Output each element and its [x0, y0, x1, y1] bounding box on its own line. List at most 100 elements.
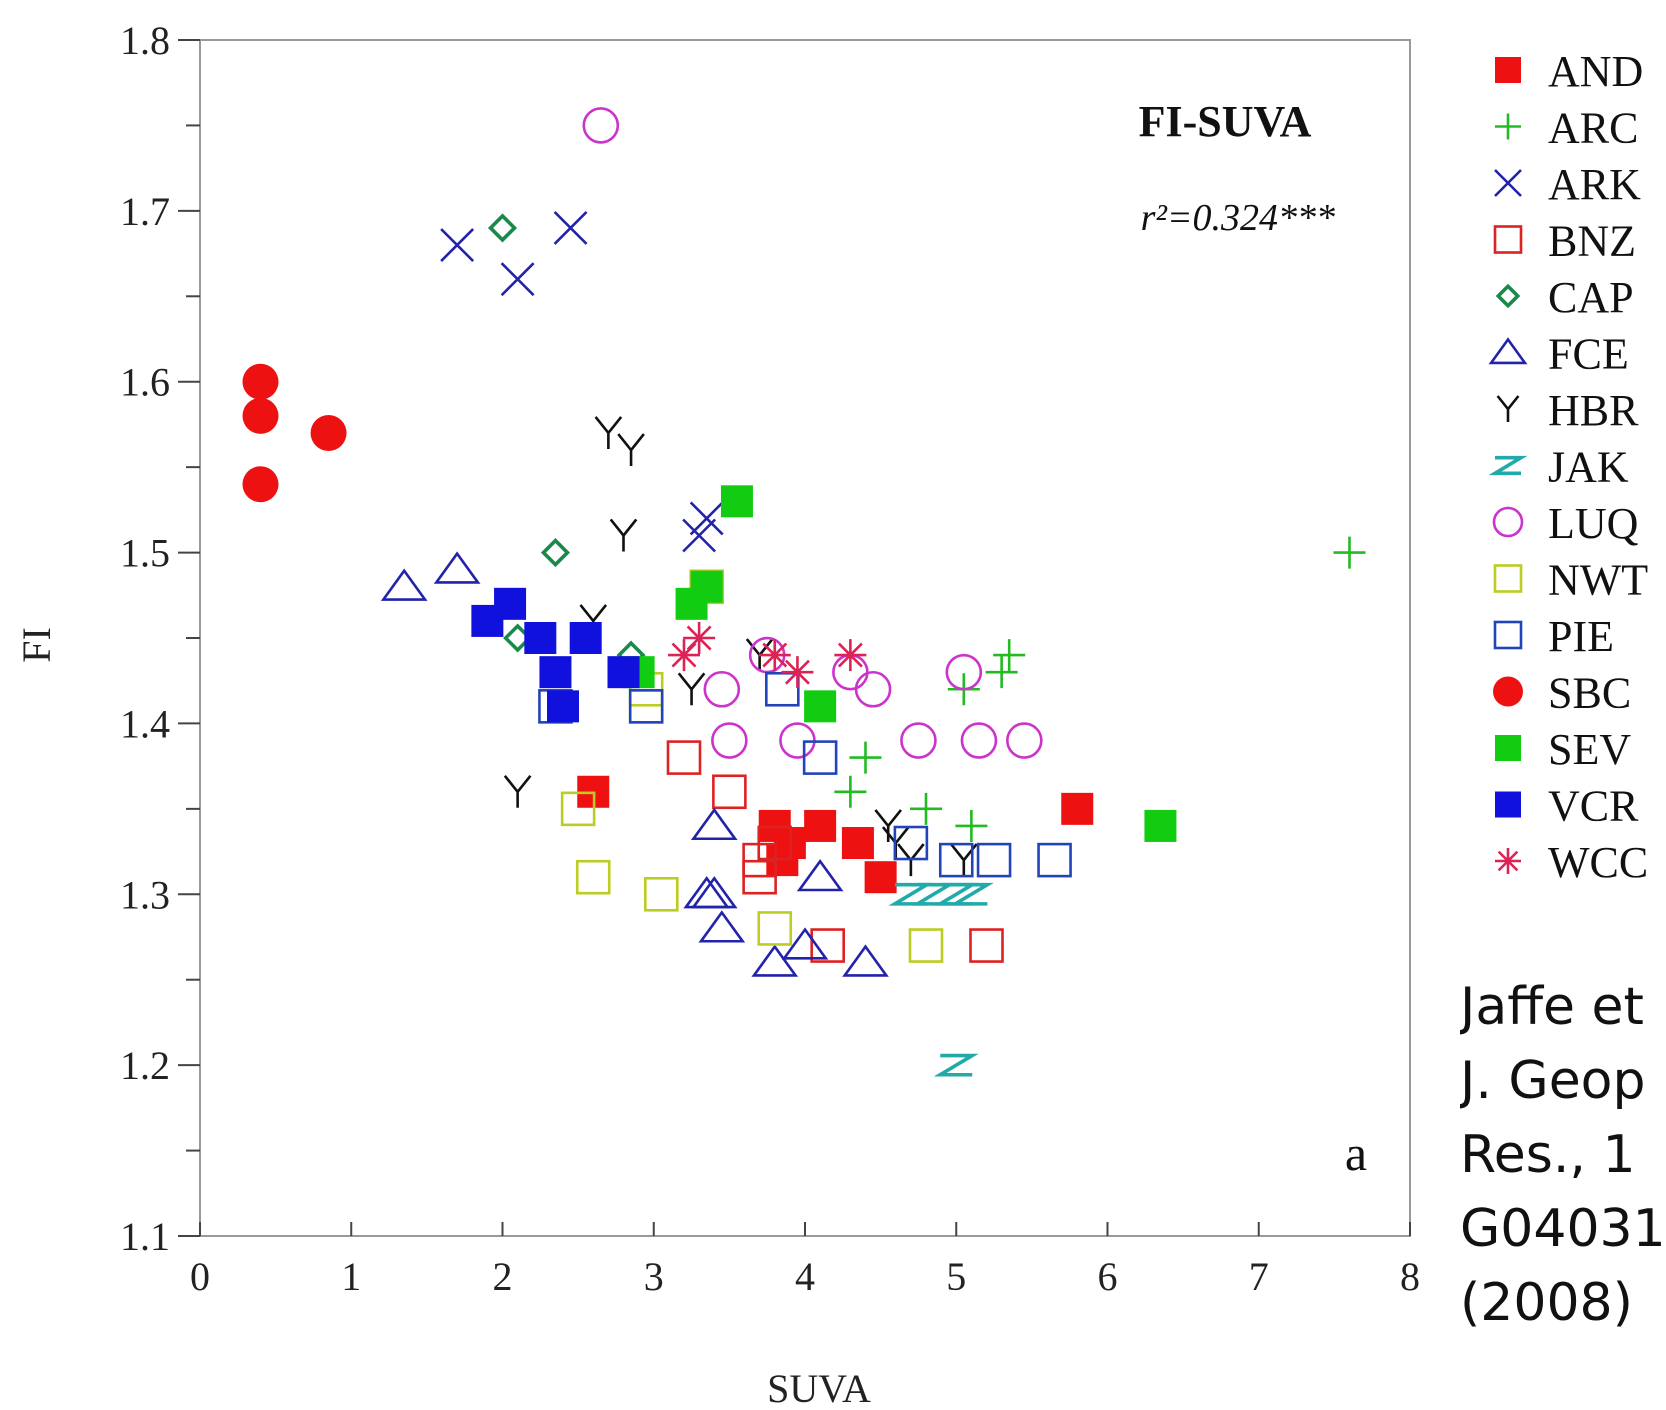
data-point [539, 656, 572, 689]
data-point [781, 656, 814, 689]
series-vcr [471, 587, 640, 723]
data-point [487, 213, 518, 243]
series-arc [834, 536, 1366, 842]
data-point [969, 928, 1004, 963]
data-point [933, 1053, 979, 1077]
data-point [690, 807, 738, 841]
data-point [854, 670, 892, 708]
series-nwt [560, 569, 944, 963]
legend-label: SBC [1548, 669, 1631, 718]
data-point [993, 639, 1026, 672]
data-point [908, 928, 944, 963]
data-point [948, 882, 994, 906]
data-point [644, 876, 679, 912]
legend: AND ARC ARK BNZ CAP FCE HBR JAK LUQ NWT PIE SBC SEV V… [1488, 47, 1648, 887]
chart-title: FI-SUVA [1139, 97, 1312, 146]
legend-marker [1488, 337, 1528, 365]
data-point [500, 262, 535, 297]
series-luq [582, 107, 1043, 759]
data-point [834, 639, 867, 672]
data-point [242, 363, 279, 400]
data-point [834, 775, 867, 808]
legend-marker [1493, 620, 1523, 650]
legend-marker [1495, 57, 1521, 83]
legend-item: FCE [1488, 330, 1629, 379]
citation-line: G04031 [1460, 1199, 1666, 1259]
legend-item: CAP [1495, 273, 1634, 322]
data-point [1333, 536, 1366, 569]
legend-label: JAK [1548, 443, 1629, 492]
citation-line: Res., 1 [1460, 1125, 1636, 1185]
data-point [666, 740, 702, 775]
series-and [577, 775, 1094, 894]
data-point [757, 911, 793, 946]
series-jak [888, 882, 994, 1077]
data-point [547, 690, 579, 723]
legend-item: PIE [1493, 612, 1614, 661]
legend-item: VCR [1495, 782, 1639, 831]
data-point [703, 670, 741, 708]
data-point [945, 653, 983, 691]
data-point [893, 825, 929, 861]
legend-item: NWT [1493, 556, 1648, 605]
x-tick-label: 2 [493, 1254, 513, 1299]
data-point [698, 910, 746, 943]
legend-marker [1494, 169, 1522, 197]
series-hbr [503, 416, 978, 877]
data-point [607, 656, 640, 689]
data-points [242, 107, 1366, 1077]
legend-label: BNZ [1548, 217, 1636, 266]
legend-label: AND [1548, 47, 1643, 96]
panel-label: a [1345, 1125, 1367, 1181]
data-point [938, 842, 974, 878]
data-point [955, 809, 988, 842]
x-axis-title: SUVA [767, 1366, 871, 1410]
legend-label: SEV [1548, 725, 1631, 774]
x-tick-label: 1 [341, 1254, 361, 1299]
y-tick-label: 1.6 [120, 360, 170, 405]
data-point [440, 228, 475, 262]
y-tick-label: 1.1 [120, 1214, 170, 1259]
data-point [683, 876, 731, 909]
series-fce [380, 551, 889, 977]
data-point [683, 622, 716, 654]
x-tick-label: 6 [1098, 1254, 1118, 1299]
data-point [503, 774, 532, 808]
legend-marker [1493, 676, 1523, 707]
legend-label: CAP [1548, 273, 1634, 322]
data-point [810, 928, 845, 963]
series-bnz [666, 740, 1004, 963]
series-sev [622, 485, 1177, 842]
data-point [1006, 722, 1043, 759]
legend-item: ARC [1495, 104, 1638, 153]
legend-label: VCR [1548, 782, 1639, 831]
data-point [609, 518, 638, 552]
data-point [689, 501, 724, 536]
legend-label: ARK [1548, 160, 1641, 209]
y-tick-label: 1.3 [120, 872, 170, 917]
legend-item: AND [1495, 47, 1643, 96]
data-point [540, 538, 570, 568]
data-point [976, 842, 1012, 878]
legend-label: ARC [1548, 104, 1638, 153]
data-point [888, 882, 934, 906]
data-point [594, 416, 623, 449]
series-wcc [668, 622, 867, 689]
data-point [900, 722, 937, 759]
data-point [765, 671, 800, 707]
legend-item: JAK [1488, 443, 1629, 492]
data-point [690, 570, 723, 603]
data-point [677, 672, 706, 706]
y-tick-label: 1.8 [120, 18, 170, 63]
citation: Jaffe et J. Geop Res., 1 G04031 (2008) [1460, 970, 1666, 1340]
data-point [380, 568, 428, 601]
data-point [668, 639, 700, 672]
legend-label: HBR [1548, 386, 1639, 435]
data-point [751, 944, 799, 977]
data-point [711, 722, 748, 759]
data-point [524, 622, 557, 654]
legend-marker [1495, 113, 1521, 140]
data-point [690, 876, 738, 909]
legend-marker [1492, 506, 1524, 538]
axes: 0 1 2 3 4 5 6 7 8 1.1 1.2 1.3 1.4 1.5 1.6 1.7 1.8 [120, 18, 1420, 1299]
